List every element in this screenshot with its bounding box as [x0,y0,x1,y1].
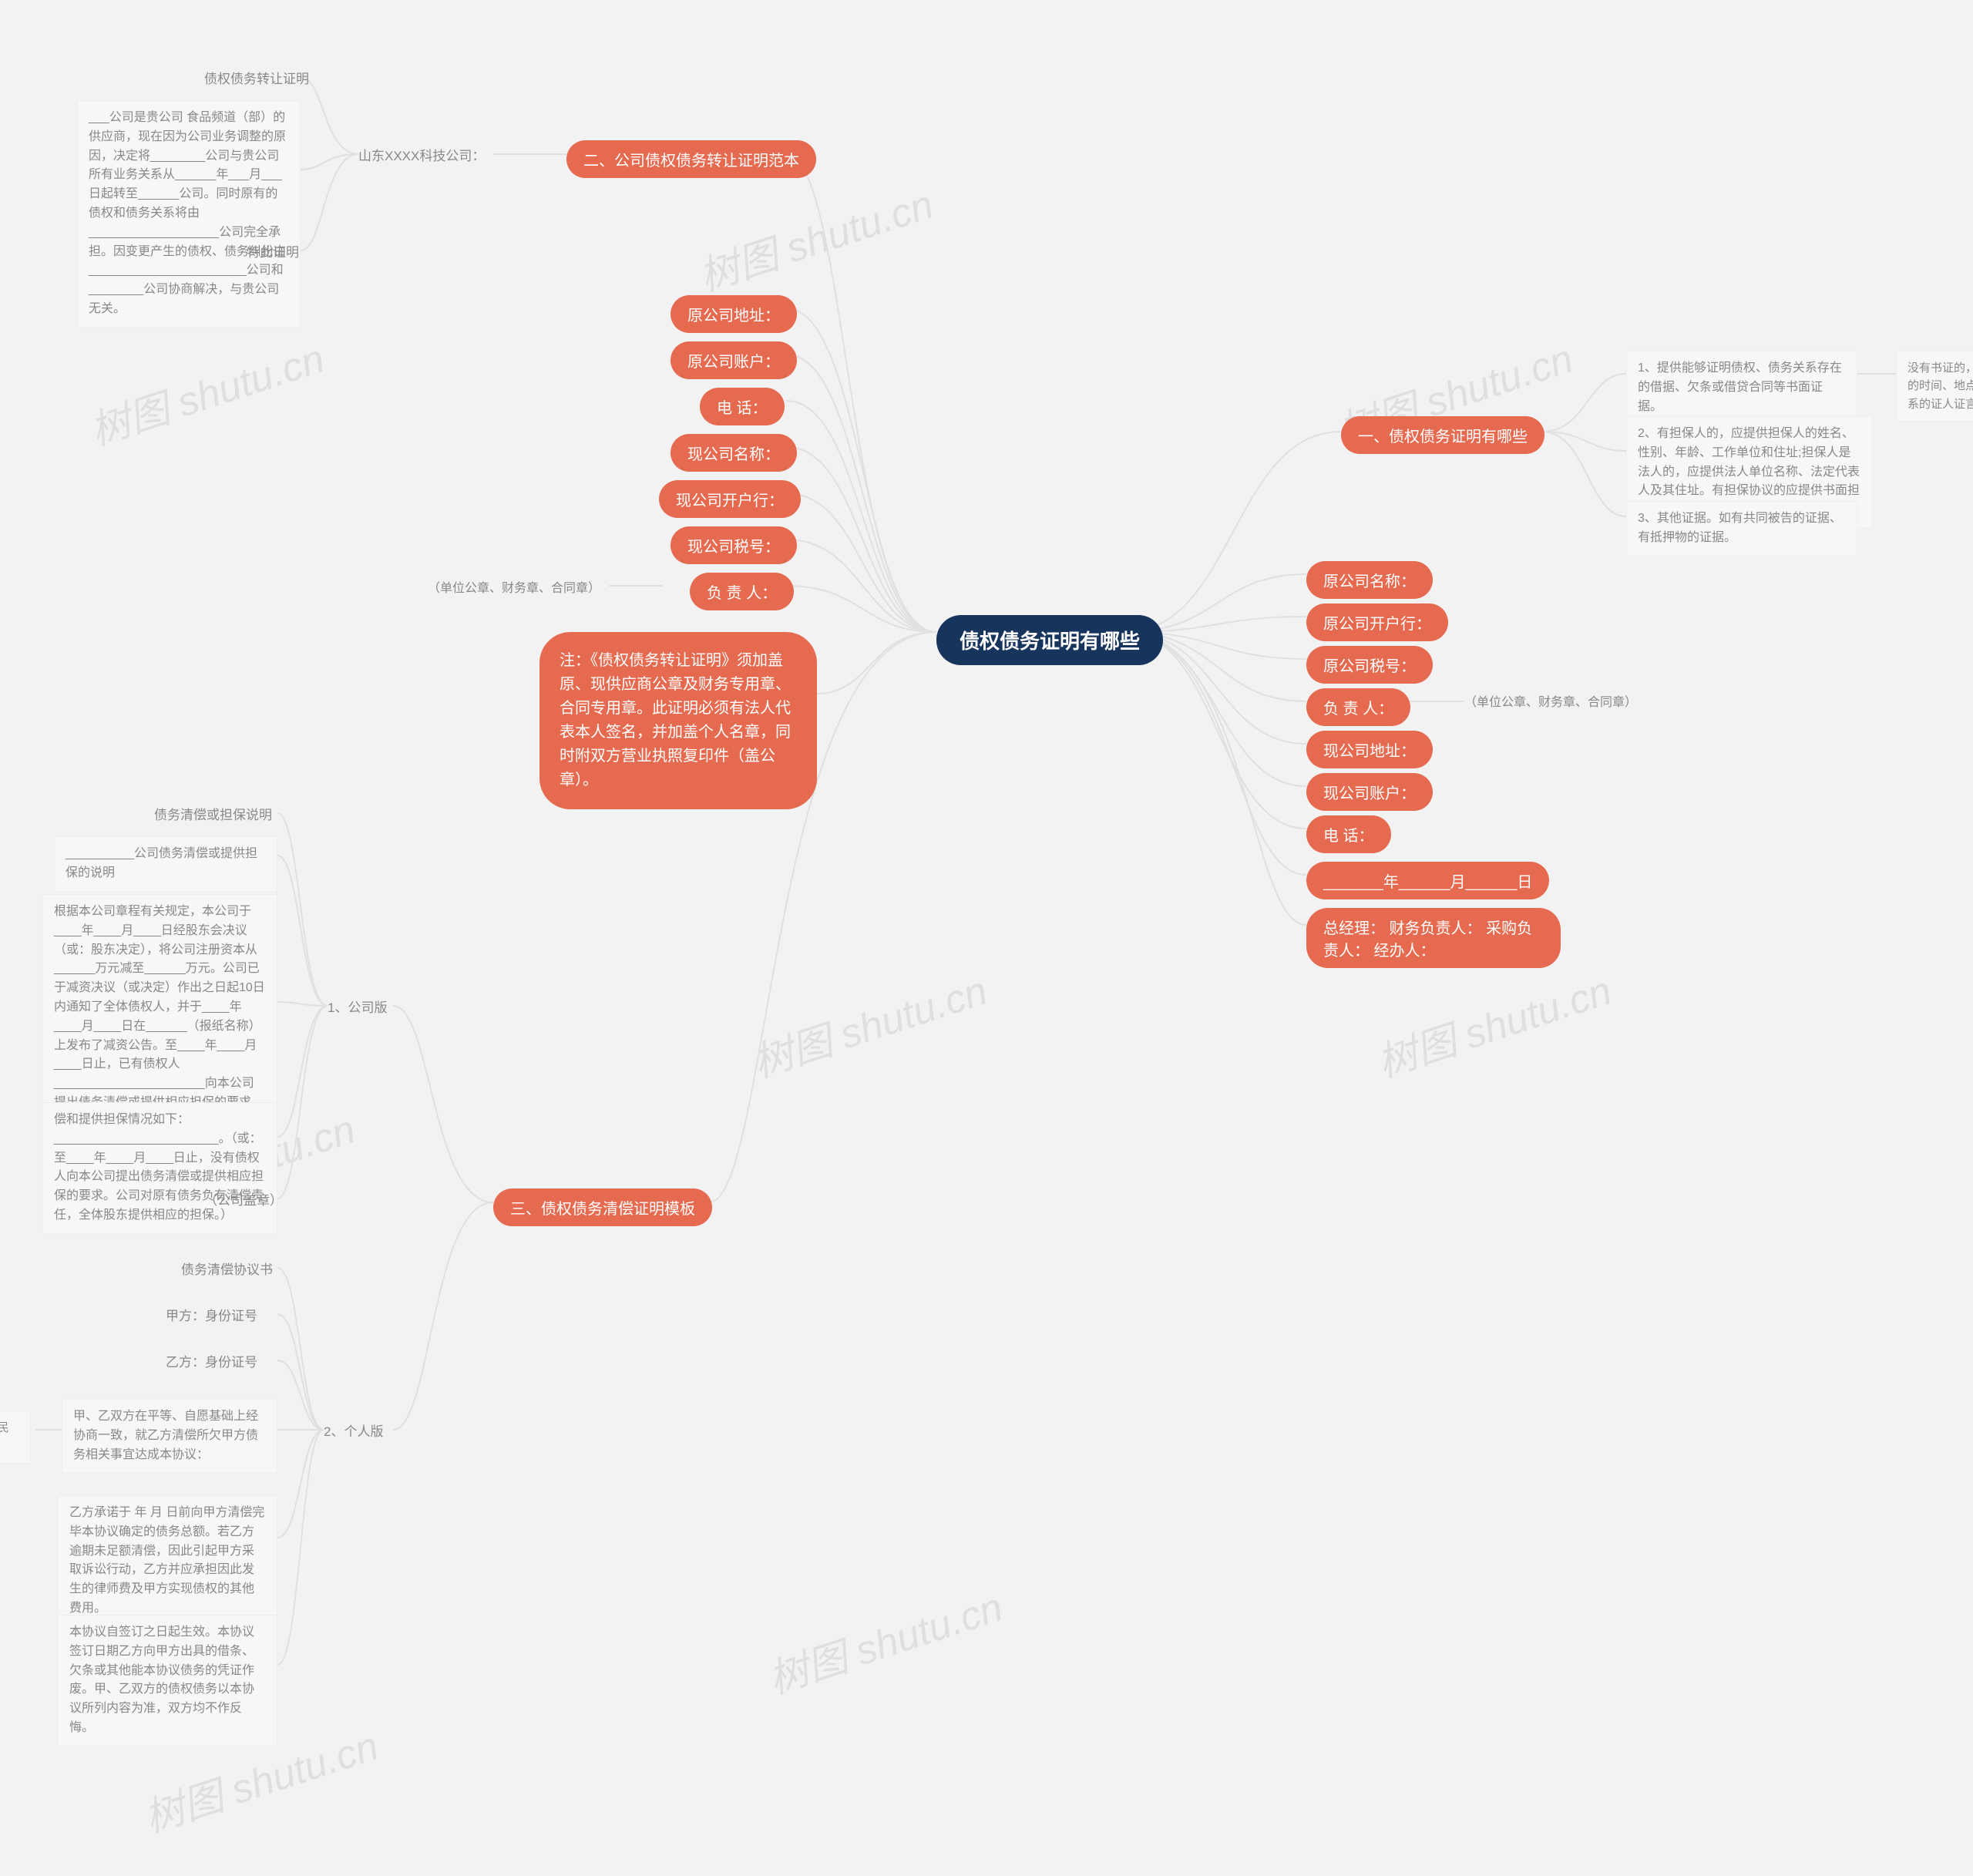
v2-item4: 乙方承诺于 年 月 日前向甲方清偿完毕本协议确定的债务总额。若乙方逾期未足额清偿… [58,1495,277,1627]
watermark: 树图 shutu.cn [691,172,939,302]
section2-item0: 债权债务转让证明 [204,69,309,89]
center-node: 债权债务证明有哪些 [936,615,1163,665]
section2-org: 山东XXXX科技公司： [358,146,485,166]
right-field-0: 原公司名称： [1306,561,1433,599]
section1-item1: 1、提供能够证明债权、债务关系存在的借据、欠条或借贷合同等书面证据。 [1626,351,1857,425]
v1-item1: __________公司债务清偿或提供担保的说明 [54,836,277,892]
v1-item4: （公司盖章） [204,1191,283,1211]
v2-label: 2、个人版 [324,1422,383,1442]
right-field-6: 电 话： [1306,815,1391,853]
section1-item1-sub: 没有书证的，应提供形成债权债务关系的时间、地点、金额，并提供无利害关系的证人证言… [1896,351,1973,422]
left-field-6-leaf: （单位公章、财务章、合同章） [428,580,600,599]
right-field-8: 总经理： 财务负责人： 采购负责人： 经办人： [1306,908,1561,968]
v2-item5: 本协议自签订之日起生效。本协议签订日期乙方向甲方出具的借条、欠条或其他能本协议债… [58,1615,277,1747]
watermark: 树图 shutu.cn [744,958,993,1088]
left-field-1: 原公司账户： [671,341,797,379]
left-field-0: 原公司地址： [671,295,797,333]
left-field-4: 现公司开户行： [659,480,801,518]
section1-title: 一、债权债务证明有哪些 [1341,416,1544,454]
section3-title: 三、债权债务清偿证明模板 [493,1188,712,1226]
v1-item3: 偿和提供担保情况如下：________________________。（或：至… [42,1102,277,1234]
v2-item2: 乙方：身份证号 [166,1353,257,1373]
v2-item0: 债务清偿协议书 [181,1260,273,1280]
right-field-3: 负 责 人： [1306,688,1410,726]
watermark: 树图 shutu.cn [1369,958,1618,1088]
right-field-7: _______年______月______日 [1306,862,1549,899]
v1-label: 1、公司版 [328,998,387,1018]
right-field-3-leaf: （单位公章、财务章、合同章） [1464,694,1637,713]
section2-item2: 特此证明 [247,243,299,263]
section2-title: 二、公司债权债务转让证明范本 [566,140,816,178]
watermark: 树图 shutu.cn [82,326,331,456]
left-field-5: 现公司税号： [671,526,797,564]
left-field-2: 电 话： [700,388,785,425]
section2-item1: ___公司是贵公司 食品频道（部）的供应商，现在因为公司业务调整的原因，决定将_… [77,100,301,328]
v2-item3: 甲、乙双方在平等、自愿基础上经协商一致，就乙方清偿所欠甲方债务相关事宜达成本协议… [62,1399,277,1473]
section1-item3: 3、其他证据。如有共同被告的证据、有抵押物的证据。 [1626,501,1857,556]
v1-item0: 债务清偿或担保说明 [154,805,272,825]
right-field-1: 原公司开户行： [1306,603,1448,641]
left-field-6: 负 责 人： [690,573,794,610]
right-field-2: 原公司税号： [1306,646,1433,684]
big-note: 注：《债权债务转让证明》须加盖原、现供应商公章及财务专用章、合同专用章。此证明必… [539,632,817,809]
right-field-4: 现公司地址： [1306,731,1433,768]
right-field-5: 现公司账户： [1306,773,1433,811]
left-field-3: 现公司名称： [671,434,797,472]
v2-item1: 甲方：身份证号 [166,1306,257,1326]
watermark: 树图 shutu.cn [760,1575,1009,1705]
v2-item3-sub: 截止 年 月日, 乙方共计欠甲方人民币 元整（）。 [0,1410,31,1464]
